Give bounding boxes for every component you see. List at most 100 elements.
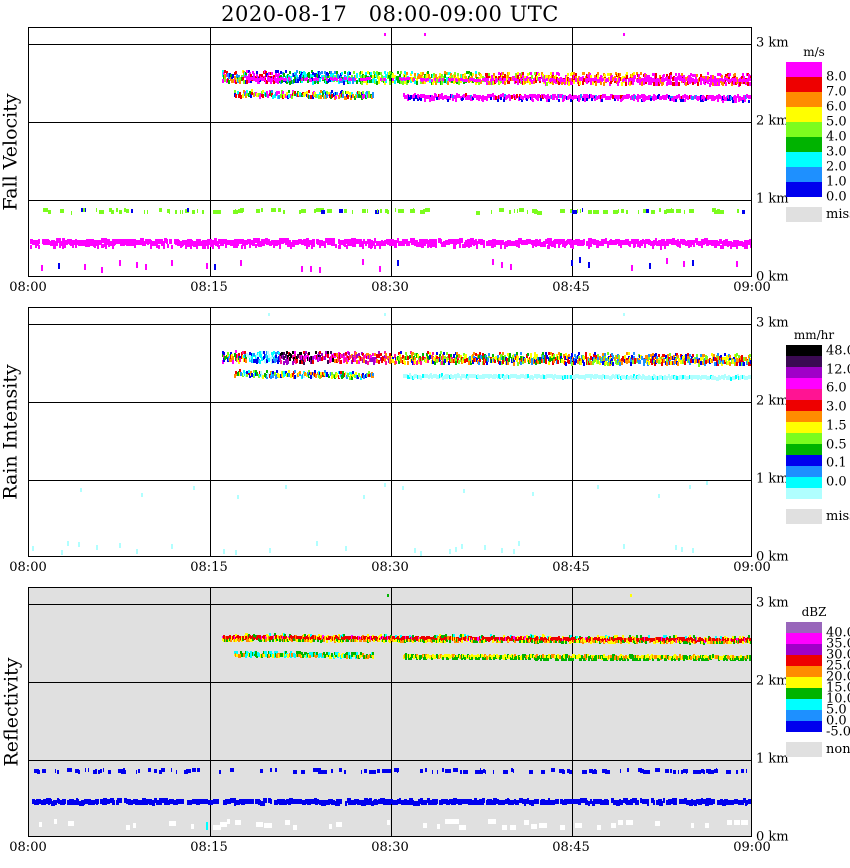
data-pixel <box>200 241 203 247</box>
data-pixel <box>275 73 278 78</box>
data-pixel <box>457 75 460 80</box>
data-pixel <box>60 550 63 556</box>
data-pixel <box>328 75 331 80</box>
data-pixel <box>250 77 253 81</box>
data-pixel <box>524 79 527 84</box>
data-pixel <box>336 92 339 96</box>
data-pixel <box>613 98 616 102</box>
data-pixel <box>604 76 607 81</box>
data-pixel <box>459 78 462 82</box>
data-pixel <box>551 75 554 80</box>
data-pixel <box>118 239 122 245</box>
data-pixel <box>148 239 152 245</box>
data-pixel <box>268 78 271 83</box>
data-pixel <box>278 245 281 249</box>
data-pixel <box>388 71 391 75</box>
data-pixel <box>610 79 613 84</box>
data-pixel <box>598 76 601 81</box>
data-pixel <box>431 74 434 79</box>
data-pixel <box>414 547 417 553</box>
data-pixel <box>448 549 451 555</box>
data-pixel <box>720 95 723 100</box>
panel-fall-velocity[interactable] <box>28 27 752 277</box>
data-pixel <box>417 74 420 79</box>
data-pixel <box>378 72 381 76</box>
data-pixel <box>535 76 538 80</box>
data-pixel <box>515 94 518 99</box>
data-pixel <box>541 73 544 77</box>
data-pixel <box>664 245 667 250</box>
data-pixel <box>388 352 391 356</box>
data-pixel <box>645 209 649 214</box>
data-pixel <box>633 72 636 76</box>
data-pixel <box>356 80 359 85</box>
data-pixel <box>246 90 249 94</box>
data-pixel <box>75 243 78 248</box>
data-pixel <box>675 76 677 81</box>
data-pixel <box>524 96 527 101</box>
data-pixel <box>332 77 335 81</box>
data-pixel <box>412 93 415 98</box>
data-pixel <box>708 82 711 87</box>
panel-reflectivity[interactable] <box>28 587 752 837</box>
data-pixel <box>71 243 74 248</box>
data-pixel <box>373 80 376 85</box>
data-pixel <box>638 209 640 214</box>
panel-rain-intensity[interactable] <box>28 307 752 557</box>
data-pixel <box>407 96 410 100</box>
data-pixel <box>281 77 284 81</box>
data-pixel <box>650 97 653 101</box>
data-pixel <box>312 360 315 365</box>
data-pixel <box>402 77 405 81</box>
data-pixel <box>497 76 500 81</box>
data-pixel <box>444 74 447 79</box>
data-pixel <box>192 243 195 248</box>
data-pixel <box>479 94 482 99</box>
data-pixel <box>508 98 511 102</box>
data-pixel <box>558 79 561 82</box>
data-pixel <box>622 96 625 101</box>
data-pixel <box>479 72 482 76</box>
data-pixel <box>315 73 318 78</box>
data-pixel <box>267 77 270 81</box>
data-pixel <box>711 207 716 212</box>
data-pixel <box>256 80 259 85</box>
data-pixel <box>709 94 712 99</box>
data-pixel <box>590 81 593 86</box>
data-pixel <box>315 77 318 81</box>
data-pixel <box>518 79 521 84</box>
data-pixel <box>730 96 733 101</box>
data-pixel <box>741 99 744 103</box>
data-pixel <box>270 77 273 82</box>
data-pixel <box>556 80 559 85</box>
data-pixel <box>97 244 100 249</box>
data-pixel <box>124 239 127 245</box>
data-pixel <box>605 210 609 215</box>
data-pixel <box>367 77 370 81</box>
data-pixel <box>358 72 361 76</box>
data-pixel <box>614 95 617 100</box>
data-pixel <box>452 94 455 99</box>
data-pixel <box>417 95 420 100</box>
data-pixel <box>70 240 74 246</box>
data-pixel <box>432 98 435 102</box>
data-pixel <box>478 72 481 76</box>
vertical-gridline <box>572 308 573 556</box>
data-pixel <box>239 91 242 96</box>
data-pixel <box>596 79 599 84</box>
data-pixel <box>643 72 646 76</box>
data-pixel <box>361 75 364 80</box>
data-pixel <box>369 78 372 83</box>
panel-label-reflectivity: Reflectivity <box>0 657 22 767</box>
data-pixel <box>728 74 731 78</box>
data-pixel <box>746 72 749 76</box>
data-pixel <box>373 73 376 78</box>
data-pixel <box>351 210 353 215</box>
data-pixel <box>391 72 394 76</box>
vertical-gridline <box>210 588 211 836</box>
data-pixel <box>454 98 457 102</box>
data-pixel <box>430 74 433 79</box>
data-pixel <box>742 95 745 100</box>
data-pixel <box>47 209 51 214</box>
data-pixel <box>312 90 315 94</box>
